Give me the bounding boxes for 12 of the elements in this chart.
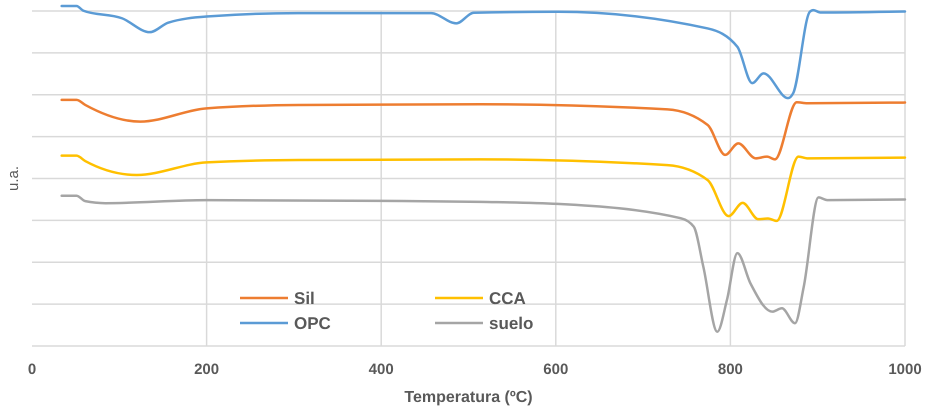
legend-label: suelo	[489, 314, 534, 333]
y-axis-title: u.a.	[5, 166, 22, 192]
x-tick-label: 200	[194, 361, 220, 378]
x-tick-label: 600	[543, 361, 568, 378]
legend-label: Sil	[294, 289, 315, 308]
x-tick-label: 800	[718, 361, 743, 378]
x-tick-label: 0	[28, 361, 36, 378]
x-tick-label: 400	[368, 361, 394, 378]
x-tick-label: 1000	[888, 361, 922, 378]
legend-label: CCA	[489, 289, 526, 308]
x-axis-title: Temperatura (ºC)	[404, 389, 533, 406]
legend-label: OPC	[294, 314, 331, 333]
